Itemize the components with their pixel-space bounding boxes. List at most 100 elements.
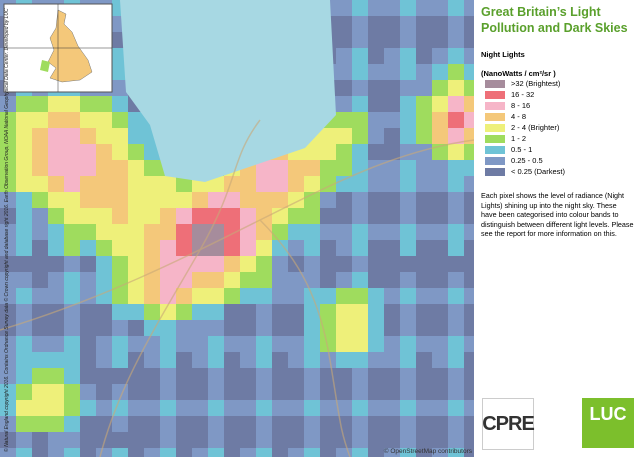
pixel xyxy=(240,384,256,400)
pixel xyxy=(32,256,48,272)
pixel xyxy=(400,432,416,448)
pixel xyxy=(160,400,176,416)
pixel xyxy=(288,320,304,336)
pixel xyxy=(320,384,336,400)
pixel xyxy=(384,288,400,304)
pixel xyxy=(336,160,352,176)
pixel xyxy=(352,144,368,160)
pixel xyxy=(368,320,384,336)
pixel xyxy=(304,384,320,400)
pixel xyxy=(128,432,144,448)
pixel xyxy=(272,432,288,448)
pixel xyxy=(368,96,384,112)
pixel xyxy=(256,272,272,288)
pixel xyxy=(272,288,288,304)
pixel xyxy=(16,352,32,368)
pixel xyxy=(16,112,32,128)
pixel xyxy=(208,352,224,368)
pixel xyxy=(336,96,352,112)
pixel xyxy=(16,160,32,176)
pixel xyxy=(144,416,160,432)
pixel xyxy=(416,32,432,48)
pixel xyxy=(320,448,336,457)
pixel xyxy=(352,272,368,288)
legend-swatch xyxy=(485,112,505,121)
pixel xyxy=(256,384,272,400)
pixel xyxy=(320,144,336,160)
pixel xyxy=(240,352,256,368)
pixel xyxy=(16,448,32,457)
pixel xyxy=(112,144,128,160)
pixel xyxy=(64,352,80,368)
pixel xyxy=(160,288,176,304)
pixel xyxy=(96,272,112,288)
pixel xyxy=(320,352,336,368)
pixel xyxy=(112,80,128,96)
pixel xyxy=(208,320,224,336)
legend-swatch xyxy=(485,79,505,88)
pixel xyxy=(16,304,32,320)
pixel xyxy=(112,208,128,224)
pixel xyxy=(352,80,368,96)
pixel xyxy=(400,0,416,16)
pixel xyxy=(144,304,160,320)
pixel xyxy=(0,160,16,176)
pixel xyxy=(368,384,384,400)
pixel xyxy=(416,416,432,432)
pixel xyxy=(192,336,208,352)
pixel xyxy=(16,96,32,112)
pixel xyxy=(272,400,288,416)
pixel xyxy=(240,304,256,320)
pixel xyxy=(432,256,448,272)
pixel xyxy=(368,128,384,144)
pixel xyxy=(448,16,464,32)
pixel xyxy=(16,176,32,192)
pixel xyxy=(176,256,192,272)
pixel xyxy=(384,0,400,16)
pixel xyxy=(64,432,80,448)
pixel xyxy=(336,224,352,240)
pixel xyxy=(48,240,64,256)
pixel xyxy=(96,448,112,457)
pixel xyxy=(64,192,80,208)
pixel xyxy=(368,192,384,208)
pixel xyxy=(32,128,48,144)
pixel xyxy=(464,48,474,64)
pixel xyxy=(432,448,448,457)
pixel xyxy=(384,320,400,336)
pixel xyxy=(432,64,448,80)
pixel xyxy=(176,288,192,304)
pixel xyxy=(416,384,432,400)
pixel xyxy=(64,208,80,224)
pixel xyxy=(208,272,224,288)
pixel xyxy=(224,288,240,304)
pixel xyxy=(208,288,224,304)
pixel xyxy=(176,448,192,457)
pixel xyxy=(464,32,474,48)
pixel xyxy=(400,368,416,384)
pixel xyxy=(400,352,416,368)
pixel xyxy=(16,208,32,224)
pixel xyxy=(0,128,16,144)
pixel xyxy=(384,48,400,64)
pixel xyxy=(240,336,256,352)
pixel xyxy=(352,384,368,400)
pixel xyxy=(288,432,304,448)
pixel xyxy=(336,384,352,400)
pixel xyxy=(304,400,320,416)
pixel xyxy=(48,96,64,112)
pixel xyxy=(96,208,112,224)
pixel xyxy=(240,288,256,304)
pixel xyxy=(64,144,80,160)
pixel xyxy=(464,448,474,457)
pixel xyxy=(144,432,160,448)
pixel xyxy=(80,320,96,336)
pixel xyxy=(32,192,48,208)
pixel xyxy=(224,384,240,400)
pixel xyxy=(80,240,96,256)
pixel xyxy=(0,304,16,320)
pixel xyxy=(400,224,416,240)
pixel xyxy=(144,288,160,304)
pixel xyxy=(176,224,192,240)
pixel xyxy=(448,304,464,320)
